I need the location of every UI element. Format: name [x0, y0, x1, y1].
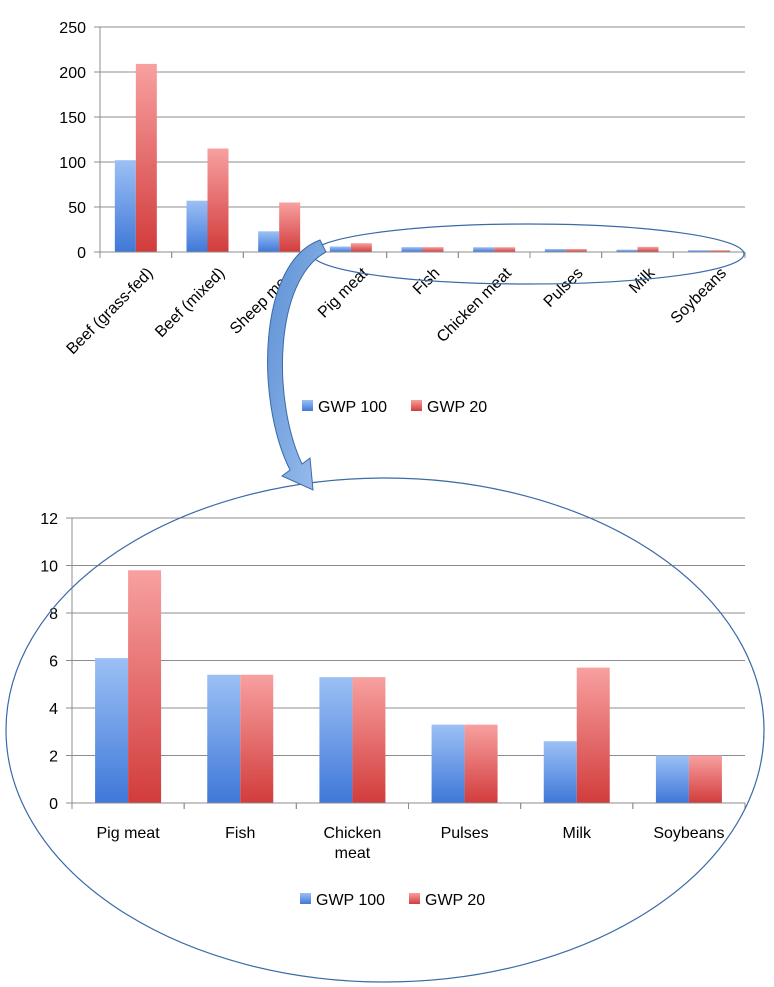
x-tick-label: Soybeans — [668, 265, 730, 327]
bar-gwp20 — [565, 249, 587, 252]
bar-gwp20 — [135, 63, 157, 253]
x-tick-label: Pulses — [541, 265, 587, 311]
y-tick-label: 100 — [59, 155, 86, 172]
y-tick-label: 6 — [49, 654, 58, 671]
bar-gwp100 — [95, 658, 129, 803]
bar-gwp100 — [207, 674, 241, 803]
bar-gwp100 — [258, 231, 280, 252]
bar-gwp20 — [422, 247, 444, 252]
bar-gwp100 — [431, 724, 465, 803]
legend-label: GWP 100 — [316, 892, 385, 909]
x-tick-label: Pig meat — [97, 825, 161, 842]
bar-gwp20 — [637, 246, 659, 252]
highlight-ellipse — [311, 223, 745, 285]
y-tick-label: 200 — [59, 65, 86, 82]
bar-gwp20 — [279, 202, 301, 252]
y-tick-label: 12 — [40, 511, 58, 528]
bar-gwp100 — [688, 250, 710, 252]
bar-gwp100 — [319, 677, 353, 803]
y-tick-label: 250 — [59, 20, 86, 37]
bar-gwp100 — [473, 247, 495, 252]
x-tick-label: Beef (grass-fed) — [64, 265, 157, 358]
bar-gwp20 — [576, 667, 610, 803]
legend-swatch-gwp100 — [302, 400, 313, 411]
bar-gwp20 — [128, 570, 162, 803]
y-tick-label: 8 — [49, 606, 58, 623]
bar-gwp20 — [240, 674, 274, 803]
x-tick-label: Soybeans — [653, 825, 724, 842]
bar-gwp100 — [544, 249, 566, 252]
bar-gwp100 — [186, 200, 208, 252]
x-tick-label: Milk — [563, 825, 592, 842]
bar-gwp100 — [114, 160, 136, 252]
bar-gwp20 — [350, 243, 372, 252]
y-tick-label: 4 — [49, 701, 58, 718]
x-tick-label: Pulses — [441, 825, 489, 842]
legend-swatch-gwp100 — [300, 893, 311, 904]
bar-gwp100 — [655, 755, 689, 803]
y-tick-label: 0 — [49, 796, 58, 813]
legend-label: GWP 20 — [427, 399, 487, 416]
x-tick-label: Chicken meat — [434, 264, 516, 346]
legend-swatch-gwp20 — [409, 893, 420, 904]
zoomed-chart: 0 2 4 6 8 10 12 Pig meat Fish Chicken meat Pulses Mi… — [40, 511, 746, 909]
bar-gwp100 — [543, 741, 577, 803]
legend-label: GWP 100 — [318, 399, 387, 416]
legend-swatch-gwp20 — [411, 400, 422, 411]
y-tick-label: 2 — [49, 749, 58, 766]
bar-gwp100 — [329, 246, 351, 252]
bar-gwp20 — [709, 250, 731, 252]
y-tick-label: 0 — [77, 245, 86, 262]
legend-label: GWP 20 — [425, 892, 485, 909]
overview-chart: 0 50 100 150 200 250 Beef (grass-fed)Beef (mix… — [59, 20, 746, 416]
x-tick-label: Fish — [225, 825, 255, 842]
bar-gwp100 — [616, 249, 638, 252]
y-tick-label: 50 — [68, 200, 86, 217]
bar-gwp20 — [207, 148, 229, 252]
x-tick-label: Chicken meat — [324, 825, 382, 862]
zoom-ellipse — [5, 477, 765, 983]
bar-gwp20 — [352, 677, 386, 803]
bar-gwp20 — [494, 247, 516, 252]
zoom-arrow — [267, 239, 327, 491]
bar-gwp20 — [464, 724, 498, 803]
y-tick-label: 150 — [59, 110, 86, 127]
y-tick-label: 10 — [40, 559, 58, 576]
bar-gwp20 — [688, 755, 722, 803]
bar-gwp100 — [401, 247, 423, 252]
x-tick-label: Beef (mixed) — [152, 265, 228, 341]
